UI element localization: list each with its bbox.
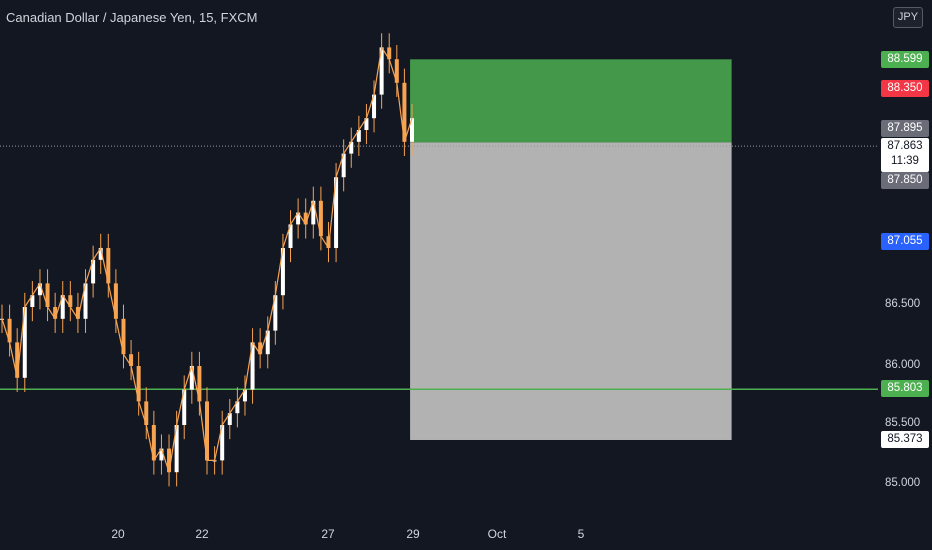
price-tick-86000: 86.000 [885,359,921,371]
time-tick-27: 27 [321,527,335,541]
candle-body [220,425,225,461]
candle-body [387,47,392,60]
candle-body [91,259,96,284]
chart-title: Canadian Dollar / Japanese Yen, 15, FXCM [6,10,258,25]
candle-body [60,295,65,319]
candle-body [205,401,209,461]
candle-body [37,283,42,296]
candle-body [311,200,316,225]
candle-body [364,118,369,130]
candle-body [136,366,141,402]
stop-zone [410,142,732,440]
candle-body [410,118,414,142]
candle-body [402,82,407,142]
blue-price-label: 87.055 [881,233,929,250]
horizontal-line-price-label: 85.803 [881,380,929,397]
candle-body [189,366,194,390]
candle-body [144,401,149,425]
candle-body [394,59,399,83]
candle-body [379,47,384,95]
candle-body [167,448,172,473]
upper-gray-price-label: 87.895 [881,120,929,137]
candle-body [197,366,202,402]
candle-body [280,248,285,296]
candle-body [83,283,88,319]
bar-countdown: 11:39 [891,155,919,167]
candle-body [334,177,339,248]
current-price-value: 87.863 [887,140,923,152]
candle-body [318,200,323,237]
candle-body [250,342,255,390]
candle-body [113,283,118,319]
candle-body [98,248,103,260]
price-tick-85500: 85.500 [885,417,921,429]
candle-body [296,212,301,225]
current-price-label: 87.863 11:39 [881,138,929,172]
candle-body [75,307,80,319]
candle-body [372,94,377,119]
price-series-line [1,45,413,473]
candle-body [182,389,187,425]
candle-body [235,401,240,414]
candle-body [349,141,354,154]
target-price-label: 88.599 [881,51,929,68]
candle-body [273,295,278,331]
time-tick-20: 20 [111,527,125,541]
entry-price-label: 88.350 [881,80,929,97]
candle-body [341,153,346,178]
price-tick-86500: 86.500 [885,298,921,310]
candle-body [356,130,361,142]
candle-body [30,295,35,307]
candle-body [151,425,156,461]
candle-body [159,448,164,461]
candle-body [106,248,111,284]
currency-button[interactable]: JPY [893,7,923,28]
candle-body [68,295,73,307]
candle-body [7,318,12,343]
time-tick-22: 22 [195,527,209,541]
candle-body [227,413,232,425]
lower-gray-price-label: 87.850 [881,172,929,189]
candle-body [242,389,247,402]
candle-body [326,236,331,248]
candle-body [174,425,179,473]
candle-body [258,342,263,355]
price-tick-85000: 85.000 [885,477,921,489]
candle-body [45,283,50,307]
candle-body [15,342,20,378]
stop-price-label: 85.373 [881,431,929,448]
candle-body [129,354,134,366]
candle-body [303,212,308,225]
candle-body [22,307,27,378]
candle-body [121,318,126,355]
profit-zone [410,59,732,143]
candle-body [53,307,58,319]
time-tick-5: 5 [577,527,585,541]
time-tick-29: 29 [406,527,420,541]
candle-body [288,224,293,248]
candle-body [265,330,270,355]
time-tick-oct: Oct [487,527,507,541]
